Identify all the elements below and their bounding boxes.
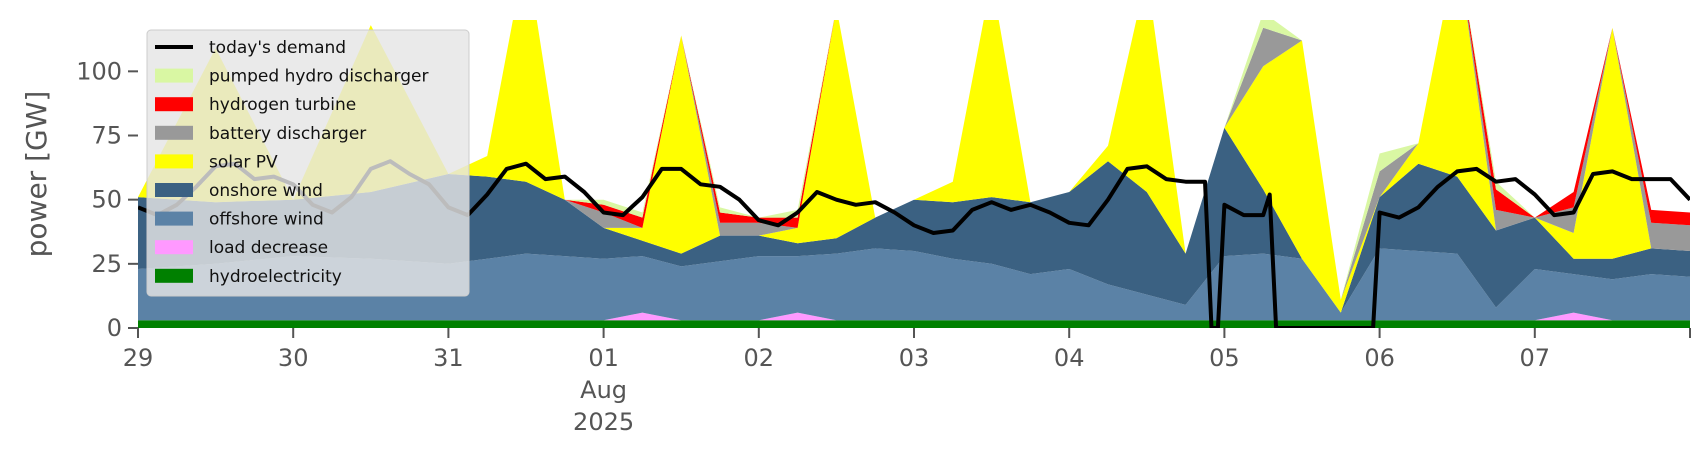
x-tick-label: 07	[1520, 344, 1551, 372]
legend: today's demand pumped hydro discharger hyd…	[146, 29, 470, 297]
x-tick-label: 01	[588, 344, 619, 372]
legend-label: onshore wind	[209, 181, 323, 201]
x-tick-label: 30	[278, 344, 309, 372]
y-tick-label: 50	[91, 186, 122, 214]
area-offshore-wind	[138, 248, 1690, 321]
legend-swatch	[155, 268, 193, 283]
legend-box	[146, 29, 470, 297]
area-solar-pv	[138, 20, 1690, 313]
legend-label: today's demand	[209, 38, 346, 58]
x-tick-label: 03	[899, 344, 930, 372]
y-tick-label: 100	[76, 57, 122, 85]
y-axis: 0 25 50 75 100	[76, 57, 138, 342]
legend-swatch	[155, 125, 193, 140]
legend-swatch	[155, 183, 193, 197]
legend-swatch	[155, 211, 193, 226]
legend-swatch	[155, 68, 193, 83]
y-axis-title: power [GW]	[20, 91, 53, 258]
y-tick-label: 25	[91, 250, 122, 278]
x-tick-label: Aug	[580, 376, 627, 404]
legend-swatch	[155, 154, 193, 169]
area-onshore-wind	[138, 127, 1690, 313]
x-tick-label: 31	[433, 344, 464, 372]
legend-swatch	[155, 97, 193, 112]
x-axis: 29 30 31 01 Aug 2025 02 03 04 05 06 07	[123, 328, 1691, 436]
area-pumped-hydro-discharger	[138, 20, 1690, 300]
legend-label: pumped hydro discharger	[209, 67, 428, 87]
stacked-area-series	[138, 20, 1690, 328]
legend-label: solar PV	[209, 152, 278, 172]
legend-label: load decrease	[209, 238, 328, 258]
legend-label: hydrogen turbine	[209, 95, 356, 115]
legend-label: offshore wind	[209, 210, 324, 230]
legend-label: battery discharger	[209, 124, 366, 144]
legend-swatch	[155, 240, 193, 255]
legend-label: hydroelectricity	[209, 267, 342, 287]
y-tick-label: 0	[107, 314, 122, 342]
x-tick-label: 2025	[573, 408, 634, 436]
x-tick-label: 02	[744, 344, 775, 372]
x-tick-label: 04	[1054, 344, 1085, 372]
y-tick-label: 75	[91, 122, 122, 150]
x-tick-label: 29	[123, 344, 154, 372]
area-hydroelectricity	[138, 320, 1690, 328]
x-tick-label: 06	[1364, 344, 1395, 372]
x-tick-label: 05	[1209, 344, 1240, 372]
